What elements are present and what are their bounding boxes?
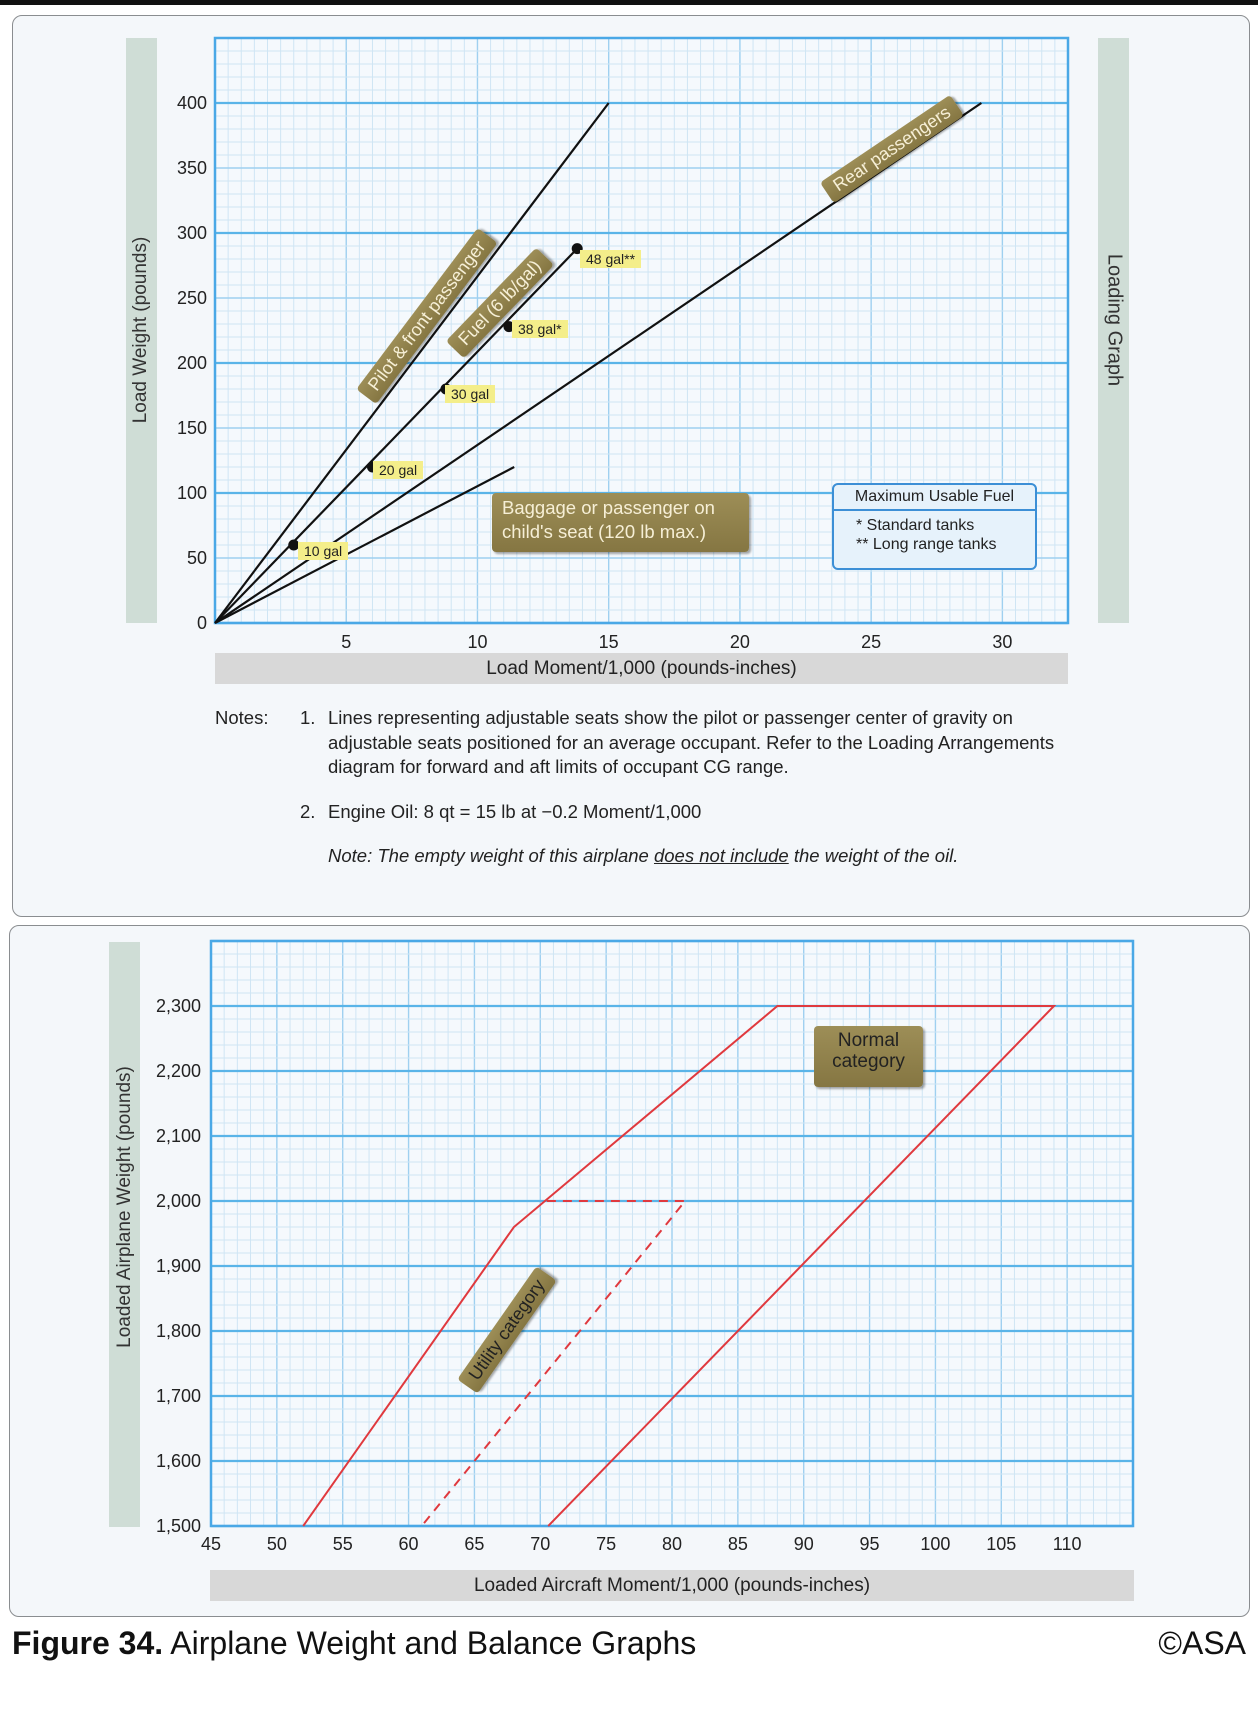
x-tick-label: 45 [201, 1534, 221, 1554]
y-tick-label: 1,900 [156, 1256, 201, 1276]
plot-frame [213, 36, 1070, 625]
y-tick-label: 400 [177, 93, 207, 113]
title-band [1098, 38, 1129, 623]
fuel-point [288, 539, 300, 551]
series-tag-baggage: Baggage or passenger on child's seat (12… [492, 493, 749, 552]
notes: Notes: 1. Lines representing adjustable … [215, 706, 1068, 869]
x-tick-label: 110 [1053, 1534, 1082, 1554]
series-line [302, 1005, 1057, 1527]
fuel-label-38: 38 gal* [512, 320, 568, 338]
y-tick-label: 0 [197, 613, 207, 633]
y-tick-label: 1,600 [156, 1451, 201, 1471]
series-line [214, 247, 578, 624]
x-tick-label: 90 [794, 1534, 814, 1554]
fuel-label-10: 10 gal [298, 542, 349, 560]
oil-note-suffix: the weight of the oil. [788, 845, 959, 866]
y-axis-band-2 [109, 942, 140, 1527]
y-tick-label: 1,500 [156, 1516, 201, 1536]
figure-title: Airplane Weight and Balance Graphs [170, 1625, 697, 1661]
y-tick-label: 2,200 [156, 1061, 201, 1081]
x-tick-label: 20 [730, 632, 750, 652]
y-tick-label: 350 [177, 158, 207, 178]
x-tick-label: 85 [728, 1534, 748, 1554]
top-border [0, 0, 1258, 5]
x-tick-label: 95 [860, 1534, 880, 1554]
series-line [214, 102, 610, 624]
oil-note: Note: The empty weight of this airplane … [215, 844, 1068, 869]
figure-number: Figure 34. [12, 1625, 164, 1661]
x-tick-label: 5 [341, 632, 351, 652]
y-tick-label: 100 [177, 483, 207, 503]
y-tick-label: 300 [177, 223, 207, 243]
fuel-label-30: 30 gal [445, 385, 496, 403]
y-tick-label: 1,800 [156, 1321, 201, 1341]
series-line [420, 1200, 688, 1527]
fuel-point [571, 243, 583, 255]
figure-caption: Figure 34. Airplane Weight and Balance G… [12, 1625, 696, 1662]
y-tick-label: 2,000 [156, 1191, 201, 1211]
x-tick-label: 70 [530, 1534, 550, 1554]
oil-note-underlined: does not include [653, 845, 789, 866]
x-tick-label: 80 [662, 1534, 682, 1554]
x-tick-label: 55 [333, 1534, 353, 1554]
x-tick-label: 65 [464, 1534, 484, 1554]
fuel-label-20: 20 gal [373, 461, 424, 479]
x-tick-label: 100 [920, 1534, 950, 1554]
legend-item-standard: * Standard tanks [856, 517, 975, 534]
x-tick-label: 10 [467, 632, 487, 652]
series-line [214, 466, 515, 624]
notes-heading: Notes: [215, 707, 269, 728]
x-tick-label: 105 [986, 1534, 1016, 1554]
note-1-number: 1. [300, 707, 316, 728]
y-tick-label: 1,700 [156, 1386, 201, 1406]
x-axis-label: Load Moment/1,000 (pounds-inches) [215, 653, 1068, 684]
y-axis-band [126, 38, 157, 623]
x-tick-label: 50 [267, 1534, 287, 1554]
note-2-text: Engine Oil: 8 qt = 15 lb at −0.2 Moment/… [328, 800, 702, 822]
y-tick-label: 50 [187, 548, 207, 568]
fuel-label-48: 48 gal** [580, 250, 642, 268]
y-tick-label: 2,300 [156, 996, 201, 1016]
legend-title: Maximum Usable Fuel [834, 485, 1035, 511]
series-tag-normal: Normal category [814, 1026, 923, 1087]
y-tick-label: 200 [177, 353, 207, 373]
note-1-text: Lines representing adjustable seats show… [328, 707, 1055, 777]
x-tick-label: 75 [596, 1534, 616, 1554]
x-tick-label: 30 [992, 632, 1012, 652]
x-tick-label: 15 [599, 632, 619, 652]
plot-frame [209, 939, 1135, 1528]
x-tick-label: 60 [399, 1534, 419, 1554]
y-tick-label: 150 [177, 418, 207, 438]
legend-item-long-range: ** Long range tanks [856, 536, 997, 553]
x-axis-label-2: Loaded Aircraft Moment/1,000 (pounds-inc… [210, 1570, 1134, 1601]
copyright: ©ASA [1158, 1625, 1246, 1661]
fuel-point [503, 321, 515, 333]
fuel-legend: Maximum Usable Fuel * Standard tanks ** … [832, 483, 1037, 570]
y-tick-label: 2,100 [156, 1126, 201, 1146]
oil-note-prefix: Note: The empty weight of this airplane [328, 845, 654, 866]
y-tick-label: 250 [177, 288, 207, 308]
x-tick-label: 25 [861, 632, 881, 652]
note-2-number: 2. [300, 800, 316, 822]
